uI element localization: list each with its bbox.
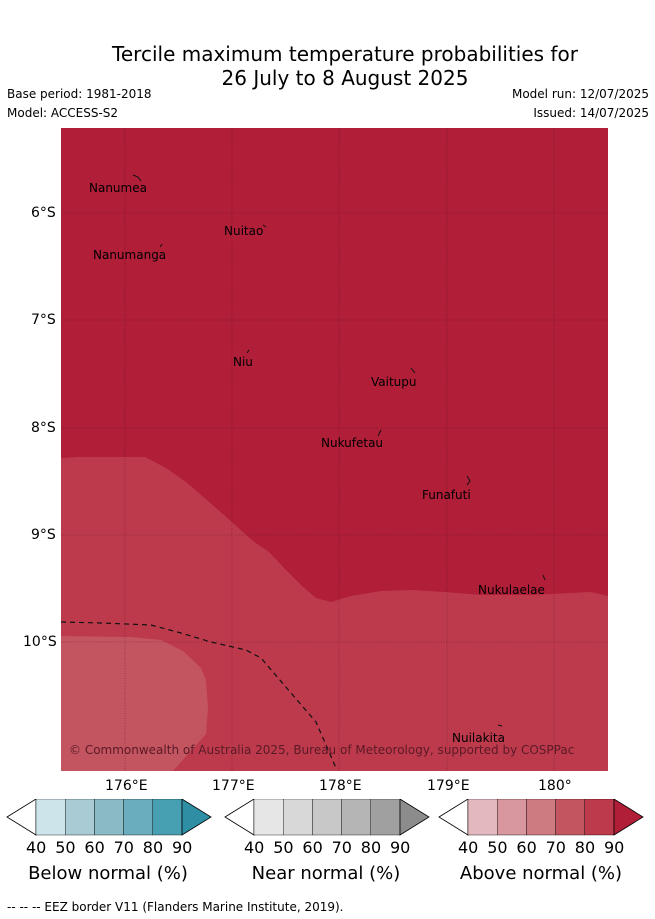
lat-tick-8s: 8°S — [31, 420, 56, 436]
colorbar-swatch — [312, 799, 342, 836]
colorbar-extend-high — [613, 799, 644, 836]
islands — [132, 174, 546, 727]
colorbar-extend-high — [181, 799, 212, 836]
colorbar-extend-low — [438, 799, 469, 836]
colorbar-tick-label: 50 — [273, 838, 294, 857]
title-line-1: Tercile maximum temperature probabilitie… — [112, 42, 578, 66]
lon-tick-180: 180° — [538, 778, 572, 794]
colorbar-tick-label: 50 — [487, 838, 508, 857]
colorbar-extend-high — [399, 799, 430, 836]
colorbar-tick-label: 60 — [302, 838, 323, 857]
colorbar-label-above: Above normal (%) — [459, 863, 623, 884]
copyright-credit: © Commonwealth of Australia 2025, Bureau… — [69, 743, 574, 757]
colorbar-tick-label: 80 — [574, 838, 596, 857]
place-label: Nukulaelae — [478, 583, 545, 597]
place-label: Nanumanga — [93, 248, 166, 262]
colorbar-tick-label: 40 — [244, 838, 265, 857]
colorbar-below-normal — [6, 799, 212, 836]
base-period: Base period: 1981-2018 — [7, 87, 152, 101]
lat-tick-6s: 6°S — [31, 205, 56, 221]
title-line-2: 26 July to 8 August 2025 — [221, 66, 469, 90]
colorbar-swatch — [555, 799, 585, 836]
colorbar-tick-label: 70 — [113, 838, 134, 857]
lat-tick-7s: 7°S — [31, 312, 56, 328]
colorbar-swatch — [467, 799, 498, 836]
place-label: Nuitao — [224, 224, 263, 238]
model-name: Model: ACCESS-S2 — [7, 106, 119, 120]
graticule — [61, 128, 608, 771]
lon-tick-177e: 177°E — [212, 778, 255, 794]
place-label: Nukufetau — [321, 436, 383, 450]
colorbar-tick-label: 90 — [604, 838, 625, 857]
colorbar-swatch — [64, 799, 95, 836]
colorbar-tick-label: 80 — [142, 838, 164, 857]
colorbar-tick-label: 70 — [545, 838, 566, 857]
colorbar-tick-label: 40 — [26, 838, 47, 857]
colorbar-swatch — [584, 799, 615, 836]
colorbar-above-normal — [438, 799, 644, 836]
colorbar-swatch — [283, 799, 313, 836]
place-label: Vaitupu — [371, 375, 417, 389]
region-above-70 — [61, 636, 208, 771]
colorbar-swatch — [370, 799, 401, 836]
colorbar-swatch — [497, 799, 527, 836]
forecast-map: Nanumea Nuitao Nanumanga Niu Vaitupu Nuk… — [60, 128, 608, 771]
lat-tick-10s: 10°S — [23, 634, 57, 650]
eez-border — [60, 621, 337, 769]
colorbar-tick-label: 40 — [458, 838, 479, 857]
lat-tick-9s: 9°S — [31, 527, 56, 543]
colorbar-extend-low — [6, 799, 37, 836]
colorbar-tick-label: 50 — [55, 838, 76, 857]
lon-tick-178e: 178°E — [319, 778, 362, 794]
colorbar-tick-label: 70 — [331, 838, 352, 857]
colorbar-label-below: Below normal (%) — [28, 863, 188, 884]
eez-footnote: -- -- -- EEZ border V11 (Flanders Marine… — [7, 900, 344, 914]
colorbar-extend-low — [224, 799, 255, 836]
lon-tick-176e: 176°E — [105, 778, 148, 794]
colorbar-tick-label: 90 — [172, 838, 193, 857]
place-label: Niu — [233, 355, 253, 369]
colorbar-swatch — [526, 799, 556, 836]
colorbar-swatch — [94, 799, 124, 836]
colorbar-swatch — [253, 799, 284, 836]
colorbar-swatch — [341, 799, 372, 836]
colorbar-swatch — [152, 799, 183, 836]
issued-date: Issued: 14/07/2025 — [533, 106, 649, 120]
colorbar-tick-label: 60 — [516, 838, 537, 857]
place-label: Nuilakita — [452, 731, 505, 745]
colorbar-tick-label: 90 — [390, 838, 411, 857]
colorbar-swatch — [123, 799, 153, 836]
colorbars — [6, 799, 644, 836]
colorbar-label-near: Near normal (%) — [251, 863, 401, 884]
colorbar-tick-label: 60 — [84, 838, 105, 857]
colorbar-tick-label: 80 — [360, 838, 382, 857]
colorbar-near-normal — [224, 799, 430, 836]
colorbar-swatch — [35, 799, 66, 836]
place-label: Nanumea — [89, 181, 147, 195]
model-run: Model run: 12/07/2025 — [511, 87, 649, 101]
map-canvas: Nanumea Nuitao Nanumanga Niu Vaitupu Nuk… — [60, 128, 608, 771]
place-label: Funafuti — [422, 488, 471, 502]
lon-tick-179e: 179°E — [427, 778, 470, 794]
